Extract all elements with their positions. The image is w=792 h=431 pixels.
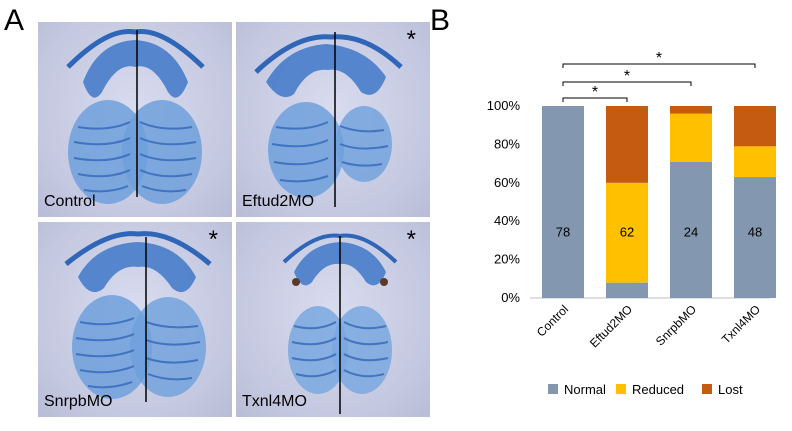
significance-asterisk: * (656, 50, 662, 67)
bar-segment-lost (606, 106, 648, 183)
significance-asterisk: * (406, 26, 416, 53)
cartilage-stain-image (282, 233, 398, 414)
legend-swatch-reduced (616, 384, 626, 394)
significance-asterisk: * (406, 226, 416, 253)
significance-bracket (562, 81, 692, 86)
y-axis: 0% 20% 40% 60% 80% 100% (487, 98, 770, 305)
bar-segment-normal (542, 106, 584, 298)
bar-count-label: 48 (748, 225, 762, 240)
cartilage-stain-image (254, 32, 403, 207)
y-tick-label: 40% (494, 213, 520, 228)
cartilage-stain-image (66, 28, 205, 204)
bar-segment-lost (670, 106, 712, 114)
significance-bracket (562, 63, 756, 68)
image-label: Eftud2MO (242, 193, 315, 210)
significance-asterisk: * (592, 84, 598, 101)
bars: 78 62 24 48 (542, 106, 776, 298)
image-label: Txnl4MO (242, 393, 307, 410)
bar-segment-normal (734, 177, 776, 298)
panel-letter-a: A (4, 4, 25, 37)
bar-segment-reduced (670, 113, 712, 162)
legend-swatch-normal (548, 384, 558, 394)
legend-label: Lost (718, 382, 743, 397)
y-tick-label: 0% (501, 290, 520, 305)
y-tick-label: 80% (494, 136, 520, 151)
x-tick-label: SnrpbMO (653, 302, 699, 348)
legend-label: Normal (564, 382, 606, 397)
x-tick-label: Eftud2MO (587, 302, 635, 350)
legend-swatch-lost (702, 384, 712, 394)
bar-segment-normal (606, 282, 648, 298)
bar-count-label: 24 (684, 225, 698, 240)
stacked-bar-chart: 0% 20% 40% 60% 80% 100% 78 62 24 48 * * * Control E… (487, 50, 776, 397)
bar-count-label: 62 (620, 225, 634, 240)
x-tick-label: Control (534, 302, 571, 339)
image-label: Control (44, 193, 96, 210)
y-tick-label: 20% (494, 252, 520, 267)
significance-asterisk: * (208, 226, 218, 253)
y-tick-label: 60% (494, 175, 520, 190)
x-axis-labels: Control Eftud2MO SnrpbMO Txnl4MO (534, 302, 763, 350)
image-label: SnrpbMO (44, 393, 113, 410)
bar-segment-normal (670, 161, 712, 298)
significance-brackets: * * * (562, 50, 756, 102)
photo-control: Control (38, 22, 232, 217)
bar-segment-lost (734, 106, 776, 147)
x-tick-label: Txnl4MO (719, 302, 763, 346)
cartilage-stain-image (64, 231, 212, 402)
bar-segment-reduced (606, 182, 648, 283)
legend: Normal Reduced Lost (548, 382, 743, 397)
photo-txnl4mo: Txnl4MO * (236, 222, 430, 417)
legend-label: Reduced (632, 382, 684, 397)
bar-count-label: 78 (556, 225, 570, 240)
significance-asterisk: * (624, 68, 630, 85)
photo-snrpbmo: SnrpbMO * (38, 222, 232, 417)
photo-eftud2mo: Eftud2MO * (236, 22, 430, 217)
significance-bracket (562, 97, 628, 102)
panel-letter-b: B (430, 4, 451, 37)
bar-segment-reduced (734, 146, 776, 178)
y-tick-label: 100% (487, 98, 521, 113)
